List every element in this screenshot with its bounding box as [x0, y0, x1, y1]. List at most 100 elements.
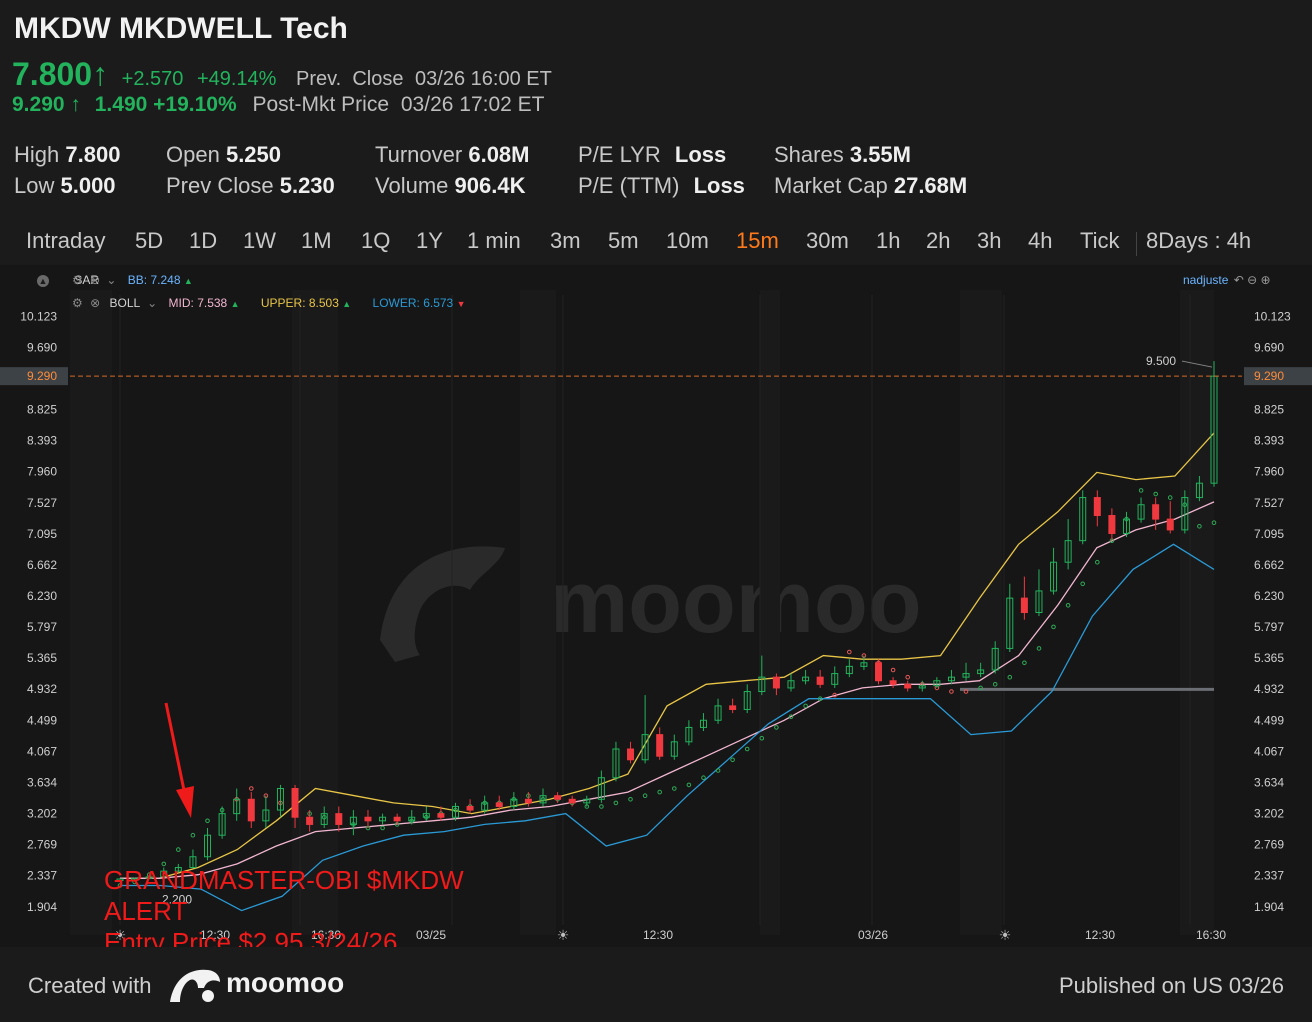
- y-tick-label-right: 10.123: [1254, 309, 1291, 323]
- post-change-pct: +19.10%: [153, 93, 237, 116]
- tab-8days-4h[interactable]: 8Days : 4h: [1146, 228, 1252, 253]
- tab-30m[interactable]: 30m: [806, 228, 849, 253]
- sar-dot: [1036, 646, 1042, 651]
- watermark-logo-icon: [380, 546, 505, 662]
- tab-1m[interactable]: 1M: [301, 228, 332, 253]
- post-change: 1.490: [94, 93, 148, 116]
- stat-pe-lyr: P/E LYR Loss: [578, 142, 727, 167]
- session-band: [520, 290, 556, 935]
- user-name: nadjuste: [1183, 273, 1229, 287]
- candle-body: [539, 795, 547, 804]
- candle-body: [335, 813, 343, 825]
- zoom-out-icon[interactable]: ⊖: [1247, 273, 1258, 287]
- sar-dot: [1051, 624, 1056, 630]
- x-tick-label: 12:30: [200, 928, 230, 942]
- candle-body: [568, 798, 576, 804]
- moomoo-watermark: moomoo: [380, 546, 922, 662]
- tab-intraday[interactable]: Intraday: [26, 228, 106, 253]
- tab-1y[interactable]: 1Y: [416, 228, 443, 253]
- post-time: 03/26 17:02 ET: [400, 93, 545, 116]
- tab-3h[interactable]: 3h: [977, 228, 1002, 253]
- post-market-line: 9.290 ↑ 1.490 +19.10% Post-Mkt Price 03/…: [12, 93, 544, 117]
- post-price: 9.290: [12, 93, 65, 116]
- tab-1d[interactable]: 1D: [189, 228, 218, 253]
- sar-dot: [774, 725, 779, 730]
- close-label: Prev. Close: [296, 68, 404, 90]
- lower-value: 6.573: [423, 296, 454, 310]
- x-tick-label: 16:30: [1196, 928, 1226, 942]
- annotation-line-1: GRANDMASTER-OBI $MKDW: [104, 865, 464, 895]
- session-band: [760, 290, 780, 935]
- candle-body: [1050, 561, 1058, 592]
- candle-body: [816, 676, 824, 685]
- tab-10m[interactable]: 10m: [666, 228, 709, 253]
- footer-brand: moomoo: [226, 967, 345, 998]
- footer: Created with moomoo Published on US 03/2…: [0, 947, 1312, 1022]
- candle-body: [1093, 497, 1101, 517]
- y-tick-label-right: 2.337: [1254, 869, 1284, 883]
- candle-body: [641, 734, 649, 761]
- y-tick-label-right: 4.067: [1254, 744, 1284, 758]
- tab-1q[interactable]: 1Q: [361, 228, 391, 253]
- tab-15m[interactable]: 15m: [736, 228, 779, 253]
- sar-dot: [686, 782, 692, 788]
- x-tick-label: 12:30: [643, 928, 673, 942]
- sar-dot: [613, 800, 619, 806]
- candle-body: [860, 662, 868, 667]
- upper-label: UPPER:: [260, 296, 306, 310]
- candle-body: [320, 813, 328, 825]
- boll-dropdown-icon[interactable]: ⌄: [147, 296, 158, 310]
- sar-dot: [1211, 520, 1217, 526]
- collapse-icon[interactable]: ▲: [37, 275, 49, 287]
- tab-4h[interactable]: 4h: [1028, 228, 1053, 253]
- y-tick-label-right: 7.095: [1254, 527, 1284, 541]
- candle-body: [1122, 518, 1130, 534]
- low-marker-label: 2.200: [162, 892, 192, 906]
- y-tick-label-left: 8.393: [27, 434, 57, 448]
- candle-body: [306, 816, 314, 825]
- x-tick-label: 03/25: [416, 928, 446, 942]
- settings-gear-icon[interactable]: ⚙: [72, 296, 83, 310]
- tab-1-min[interactable]: 1 min: [467, 228, 521, 253]
- bb-value: 7.248: [150, 273, 181, 287]
- annotation-arrow: [164, 702, 194, 818]
- tab-tick[interactable]: Tick: [1080, 228, 1120, 253]
- tab-2h[interactable]: 2h: [926, 228, 951, 253]
- y-tick-label-left: 8.825: [27, 403, 57, 417]
- sar-dropdown-icon[interactable]: ⌄: [106, 273, 117, 287]
- sar-dot: [992, 682, 998, 687]
- candle-body: [451, 805, 459, 818]
- post-up-arrow-icon: ↑: [70, 93, 81, 116]
- sar-label: SAR: [74, 273, 100, 287]
- sar-dot: [1197, 524, 1202, 529]
- indicator-row-boll: ⚙ ⊗ BOLL ⌄ MID: 7.538 ▲ UPPER: 8.503 ▲ L…: [72, 296, 466, 310]
- chart-area[interactable]: moomoo 10.123 10.123 9.690 9.690 9.290 9.290 8…: [0, 265, 1312, 957]
- candle-body: [247, 798, 255, 822]
- undo-icon[interactable]: ↶: [1233, 273, 1244, 287]
- published-label: Published on US 03/26: [1058, 973, 1284, 998]
- tab-3m[interactable]: 3m: [550, 228, 581, 253]
- candle-body: [364, 816, 372, 822]
- tab-5d[interactable]: 5D: [135, 228, 164, 253]
- sun-session-icon: ☀: [557, 928, 570, 944]
- candle-body: [1166, 518, 1174, 531]
- candle-body: [714, 705, 722, 721]
- mid-up-icon: ▲: [230, 299, 240, 309]
- tab-1h[interactable]: 1h: [876, 228, 901, 253]
- close-indicator-icon[interactable]: ⊗: [90, 296, 101, 310]
- tab-5m[interactable]: 5m: [608, 228, 639, 253]
- sar-settings-gear-icon[interactable]: ⚙: [72, 273, 83, 287]
- tab-1w[interactable]: 1W: [243, 228, 276, 253]
- sar-dot: [832, 692, 838, 698]
- y-tick-label-right: 4.499: [1254, 713, 1284, 727]
- candle-body: [160, 870, 168, 878]
- sar-dot: [890, 667, 896, 673]
- zoom-in-icon[interactable]: ⊕: [1260, 273, 1271, 287]
- mid-label: MID:: [168, 296, 194, 310]
- price-line: 7.800↑ +2.570 +49.14% Prev. Close 03/26 …: [12, 56, 552, 93]
- sar-close-icon[interactable]: ⊗: [90, 273, 101, 287]
- boll-label: BOLL: [109, 296, 140, 310]
- candle-body: [189, 856, 197, 869]
- sar-dot: [949, 689, 954, 694]
- y-tick-label-left: 1.904: [27, 900, 57, 914]
